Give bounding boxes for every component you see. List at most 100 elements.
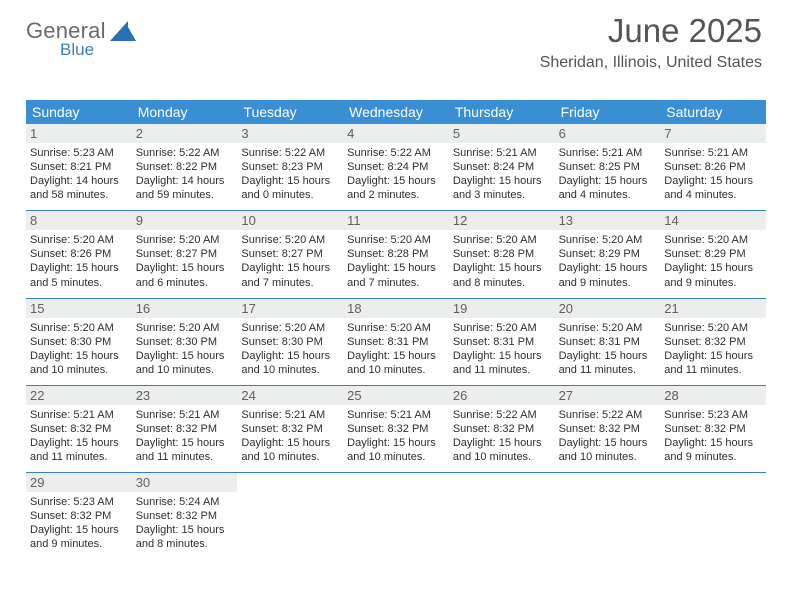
- sunrise-text: Sunrise: 5:20 AM: [347, 321, 445, 335]
- sunrise-text: Sunrise: 5:20 AM: [241, 321, 339, 335]
- sunrise-text: Sunrise: 5:21 AM: [664, 146, 762, 160]
- day-number: 11: [343, 211, 449, 230]
- day-number: 17: [237, 299, 343, 318]
- weekday-header: Thursday: [449, 100, 555, 124]
- day-number: 3: [237, 124, 343, 143]
- weekday-header: Tuesday: [237, 100, 343, 124]
- sunset-text: Sunset: 8:31 PM: [559, 335, 657, 349]
- day-number: 18: [343, 299, 449, 318]
- day-details: Sunrise: 5:20 AMSunset: 8:27 PMDaylight:…: [237, 230, 343, 291]
- day-cell: 9Sunrise: 5:20 AMSunset: 8:27 PMDaylight…: [132, 211, 238, 291]
- week-row: 1Sunrise: 5:23 AMSunset: 8:21 PMDaylight…: [26, 124, 766, 204]
- sunrise-text: Sunrise: 5:20 AM: [30, 233, 128, 247]
- sunset-text: Sunset: 8:24 PM: [347, 160, 445, 174]
- daylight-text: Daylight: 15 hours and 10 minutes.: [559, 436, 657, 464]
- day-number: 2: [132, 124, 238, 143]
- day-cell: 30Sunrise: 5:24 AMSunset: 8:32 PMDayligh…: [132, 473, 238, 553]
- day-details: Sunrise: 5:20 AMSunset: 8:30 PMDaylight:…: [237, 318, 343, 379]
- calendar: SundayMondayTuesdayWednesdayThursdayFrid…: [26, 100, 766, 554]
- sunrise-text: Sunrise: 5:20 AM: [664, 321, 762, 335]
- day-details: [660, 477, 766, 482]
- daylight-text: Daylight: 15 hours and 10 minutes.: [347, 349, 445, 377]
- day-cell: [237, 473, 343, 553]
- day-cell: 16Sunrise: 5:20 AMSunset: 8:30 PMDayligh…: [132, 299, 238, 379]
- day-details: Sunrise: 5:22 AMSunset: 8:24 PMDaylight:…: [343, 143, 449, 204]
- week-row: 8Sunrise: 5:20 AMSunset: 8:26 PMDaylight…: [26, 210, 766, 291]
- sunset-text: Sunset: 8:24 PM: [453, 160, 551, 174]
- day-cell: 4Sunrise: 5:22 AMSunset: 8:24 PMDaylight…: [343, 124, 449, 204]
- day-details: Sunrise: 5:22 AMSunset: 8:22 PMDaylight:…: [132, 143, 238, 204]
- day-cell: 11Sunrise: 5:20 AMSunset: 8:28 PMDayligh…: [343, 211, 449, 291]
- sunset-text: Sunset: 8:29 PM: [559, 247, 657, 261]
- sunset-text: Sunset: 8:26 PM: [30, 247, 128, 261]
- daylight-text: Daylight: 14 hours and 59 minutes.: [136, 174, 234, 202]
- daylight-text: Daylight: 15 hours and 9 minutes.: [664, 436, 762, 464]
- day-cell: 3Sunrise: 5:22 AMSunset: 8:23 PMDaylight…: [237, 124, 343, 204]
- sunset-text: Sunset: 8:32 PM: [30, 509, 128, 523]
- day-cell: 8Sunrise: 5:20 AMSunset: 8:26 PMDaylight…: [26, 211, 132, 291]
- day-number: 13: [555, 211, 661, 230]
- sunrise-text: Sunrise: 5:20 AM: [559, 321, 657, 335]
- sunrise-text: Sunrise: 5:20 AM: [453, 321, 551, 335]
- day-details: [343, 477, 449, 482]
- daylight-text: Daylight: 15 hours and 7 minutes.: [241, 261, 339, 289]
- sunset-text: Sunset: 8:26 PM: [664, 160, 762, 174]
- day-cell: 19Sunrise: 5:20 AMSunset: 8:31 PMDayligh…: [449, 299, 555, 379]
- sunrise-text: Sunrise: 5:22 AM: [453, 408, 551, 422]
- day-details: Sunrise: 5:23 AMSunset: 8:32 PMDaylight:…: [660, 405, 766, 466]
- sunset-text: Sunset: 8:23 PM: [241, 160, 339, 174]
- day-cell: 29Sunrise: 5:23 AMSunset: 8:32 PMDayligh…: [26, 473, 132, 553]
- sunset-text: Sunset: 8:29 PM: [664, 247, 762, 261]
- day-details: Sunrise: 5:22 AMSunset: 8:23 PMDaylight:…: [237, 143, 343, 204]
- day-details: Sunrise: 5:20 AMSunset: 8:28 PMDaylight:…: [343, 230, 449, 291]
- daylight-text: Daylight: 15 hours and 11 minutes.: [453, 349, 551, 377]
- sunrise-text: Sunrise: 5:22 AM: [136, 146, 234, 160]
- brand-triangle-icon: [110, 21, 136, 41]
- sunrise-text: Sunrise: 5:20 AM: [241, 233, 339, 247]
- day-cell: 14Sunrise: 5:20 AMSunset: 8:29 PMDayligh…: [660, 211, 766, 291]
- day-cell: 20Sunrise: 5:20 AMSunset: 8:31 PMDayligh…: [555, 299, 661, 379]
- daylight-text: Daylight: 15 hours and 8 minutes.: [453, 261, 551, 289]
- day-number: 1: [26, 124, 132, 143]
- day-cell: 24Sunrise: 5:21 AMSunset: 8:32 PMDayligh…: [237, 386, 343, 466]
- sunset-text: Sunset: 8:32 PM: [347, 422, 445, 436]
- day-number: 27: [555, 386, 661, 405]
- weekday-header: Monday: [132, 100, 238, 124]
- sunset-text: Sunset: 8:32 PM: [453, 422, 551, 436]
- sunrise-text: Sunrise: 5:22 AM: [241, 146, 339, 160]
- daylight-text: Daylight: 15 hours and 11 minutes.: [559, 349, 657, 377]
- daylight-text: Daylight: 15 hours and 10 minutes.: [241, 436, 339, 464]
- sunset-text: Sunset: 8:32 PM: [559, 422, 657, 436]
- day-cell: 18Sunrise: 5:20 AMSunset: 8:31 PMDayligh…: [343, 299, 449, 379]
- day-cell: 1Sunrise: 5:23 AMSunset: 8:21 PMDaylight…: [26, 124, 132, 204]
- day-details: Sunrise: 5:20 AMSunset: 8:31 PMDaylight:…: [343, 318, 449, 379]
- day-details: Sunrise: 5:20 AMSunset: 8:27 PMDaylight:…: [132, 230, 238, 291]
- day-number: 16: [132, 299, 238, 318]
- day-details: Sunrise: 5:20 AMSunset: 8:31 PMDaylight:…: [449, 318, 555, 379]
- sunset-text: Sunset: 8:32 PM: [136, 509, 234, 523]
- day-number: 15: [26, 299, 132, 318]
- day-details: Sunrise: 5:21 AMSunset: 8:32 PMDaylight:…: [343, 405, 449, 466]
- sunrise-text: Sunrise: 5:21 AM: [347, 408, 445, 422]
- daylight-text: Daylight: 15 hours and 11 minutes.: [664, 349, 762, 377]
- daylight-text: Daylight: 15 hours and 11 minutes.: [136, 436, 234, 464]
- day-cell: 22Sunrise: 5:21 AMSunset: 8:32 PMDayligh…: [26, 386, 132, 466]
- day-number: 6: [555, 124, 661, 143]
- sunset-text: Sunset: 8:32 PM: [136, 422, 234, 436]
- sunset-text: Sunset: 8:27 PM: [241, 247, 339, 261]
- sunrise-text: Sunrise: 5:23 AM: [30, 146, 128, 160]
- day-details: [555, 477, 661, 482]
- day-cell: 15Sunrise: 5:20 AMSunset: 8:30 PMDayligh…: [26, 299, 132, 379]
- day-number: 9: [132, 211, 238, 230]
- daylight-text: Daylight: 15 hours and 4 minutes.: [664, 174, 762, 202]
- day-number: 29: [26, 473, 132, 492]
- day-details: Sunrise: 5:20 AMSunset: 8:29 PMDaylight:…: [660, 230, 766, 291]
- daylight-text: Daylight: 15 hours and 7 minutes.: [347, 261, 445, 289]
- day-cell: 13Sunrise: 5:20 AMSunset: 8:29 PMDayligh…: [555, 211, 661, 291]
- day-cell: 28Sunrise: 5:23 AMSunset: 8:32 PMDayligh…: [660, 386, 766, 466]
- sunrise-text: Sunrise: 5:21 AM: [30, 408, 128, 422]
- weekday-header: Saturday: [660, 100, 766, 124]
- day-number: 19: [449, 299, 555, 318]
- week-row: 15 Sunrise: 5:20 AMSunset: 8:30 PMDayligh…: [26, 298, 766, 379]
- sunrise-text: Sunrise: 5:20 AM: [136, 321, 234, 335]
